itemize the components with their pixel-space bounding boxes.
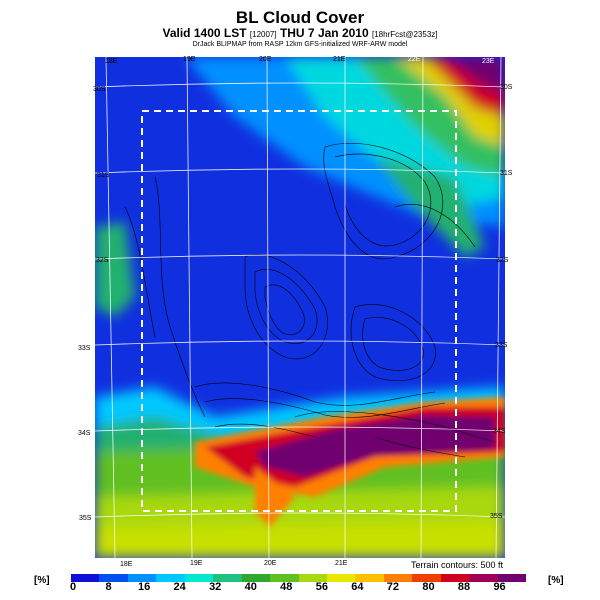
inner-domain-boundary xyxy=(141,110,457,512)
colorbar-swatch xyxy=(412,574,441,582)
valid-code: [12007] xyxy=(249,30,277,39)
valid-time-line: Valid 1400 LST [12007] THU 7 Jan 2010 [1… xyxy=(0,26,600,40)
dense-cloud-band xyxy=(195,397,505,527)
lon-label-bottom-20e: 20E xyxy=(264,560,277,567)
model-credit: DrJack BLIPMAP from RASP 12km GFS-initia… xyxy=(192,41,408,48)
colorbar-swatch xyxy=(241,574,271,582)
colorbar-unit-left: [%] xyxy=(34,575,50,586)
colorbar-swatch xyxy=(127,574,157,582)
lon-label-top-20e: 20E xyxy=(259,56,272,63)
colorbar-swatch xyxy=(99,574,128,582)
colorbar-tick-label: 48 xyxy=(280,581,293,593)
lat-label-left-34s: 34S xyxy=(78,430,91,437)
colorbar-tick-label: 0 xyxy=(69,581,77,593)
colorbar-swatch xyxy=(497,574,526,582)
colorbar-swatch xyxy=(184,574,214,582)
map-title: BL Cloud Cover xyxy=(235,8,365,27)
terrain-contour-note: Terrain contours: 500 ft xyxy=(410,560,503,570)
forecast-tag: [18hrFcst@2353z] xyxy=(372,30,438,39)
lat-label-right-34s: 34S xyxy=(493,428,506,435)
colorbar-swatch xyxy=(213,574,242,582)
colorbar-tick-label: 32 xyxy=(209,581,222,593)
colorbar-swatch xyxy=(440,574,470,582)
colorbar-tick-label: 24 xyxy=(173,581,186,593)
colorbar-tick-label: 88 xyxy=(457,581,471,593)
lat-label-right-30s: 30S xyxy=(500,84,513,91)
lat-label-right-32s: 32S xyxy=(496,257,509,264)
lon-label-top-18e: 18E xyxy=(105,58,118,65)
lon-label-top-21e: 21E xyxy=(333,56,346,63)
colorbar-tick-label: 64 xyxy=(351,581,364,593)
colorbar-unit-right: [%] xyxy=(548,575,564,586)
colorbar xyxy=(71,574,526,582)
colorbar-swatch xyxy=(156,574,185,582)
colorbar-tick-label: 8 xyxy=(105,581,112,593)
lat-label-right-31s: 31S xyxy=(500,170,513,177)
colorbar-tick-label: 80 xyxy=(422,581,435,593)
valid-date: THU 7 Jan 2010 xyxy=(279,26,369,40)
colorbar-swatch xyxy=(355,574,384,582)
lat-label-left-30s: 30S xyxy=(93,86,106,93)
lat-label-right-33s: 33S xyxy=(495,342,508,349)
lat-label-left-33s: 33S xyxy=(78,345,91,352)
lat-label-left-35s: 35S xyxy=(79,515,92,522)
lon-label-bottom-19e: 19E xyxy=(190,560,203,567)
colorbar-swatch xyxy=(383,574,413,582)
lon-label-top-23e: 23E xyxy=(482,58,495,65)
lon-label-bottom-21e: 21E xyxy=(335,560,348,567)
terrain-contours xyxy=(124,142,496,458)
colorbar-tick-label: 56 xyxy=(315,581,328,593)
colorbar-swatch xyxy=(469,574,498,582)
lon-label-top-19e: 19E xyxy=(183,56,196,63)
colorbar-tick-label: 40 xyxy=(244,581,257,593)
colorbar-tick-label: 16 xyxy=(137,581,151,593)
valid-time: Valid 1400 LST xyxy=(162,26,247,40)
colorbar-swatch xyxy=(270,574,299,582)
colorbar-swatch xyxy=(298,574,327,582)
colorbar-swatch xyxy=(71,574,100,582)
lat-label-right-35s: 35S xyxy=(490,513,503,520)
lat-label-left-32s: 32S xyxy=(96,257,109,264)
cloud-cover-map xyxy=(95,57,505,558)
lat-label-left-31s: 31S xyxy=(97,172,110,179)
map-canvas xyxy=(95,57,505,558)
lon-label-top-22e: 22E xyxy=(408,56,421,63)
lon-label-bottom-18e: 18E xyxy=(120,561,133,568)
colorbar-swatch xyxy=(326,574,356,582)
colorbar-tick-label: 96 xyxy=(493,581,506,593)
lat-lon-grid xyxy=(95,57,505,558)
colorbar-tick-label: 72 xyxy=(386,581,400,593)
